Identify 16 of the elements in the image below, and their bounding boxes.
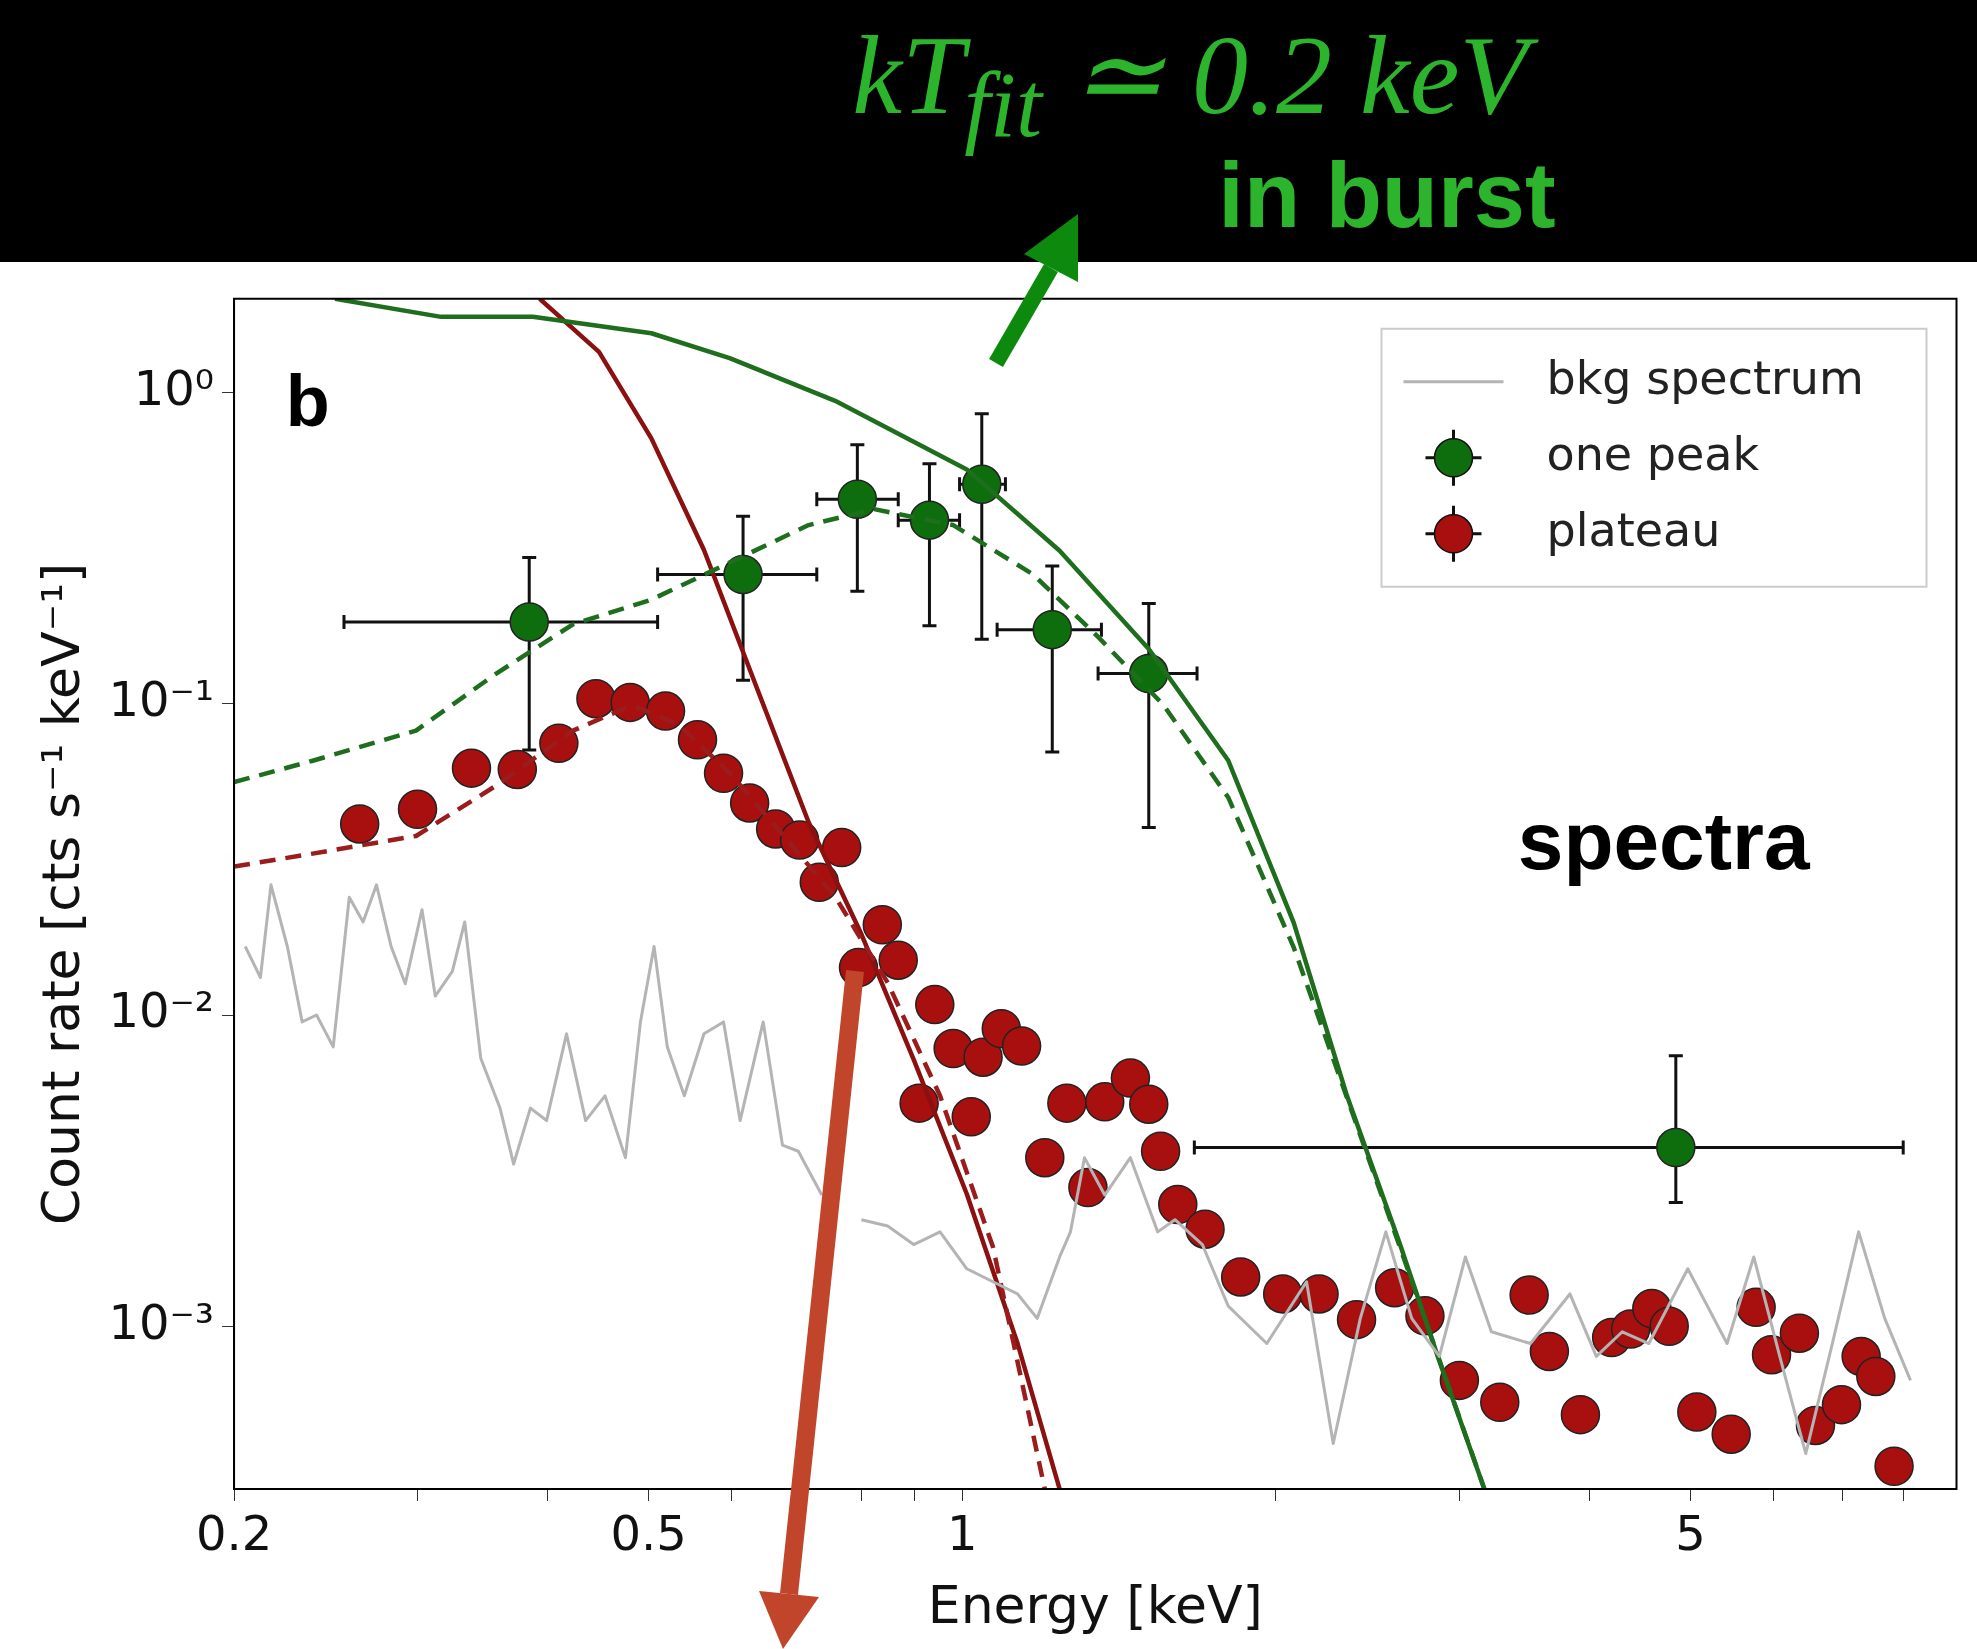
annotation: spectra	[1517, 794, 1811, 886]
x-tick-label: 1	[947, 1505, 978, 1562]
y-tick-label: 10⁻¹	[108, 671, 215, 728]
x-tick-label: 0.5	[610, 1505, 687, 1562]
x-axis-title: Energy [keV]	[927, 1575, 1263, 1636]
legend-label: plateau	[1546, 502, 1721, 557]
x-tick-label: 0.2	[195, 1505, 273, 1562]
y-axis-title: Count rate [cts s⁻¹ keV⁻¹]	[30, 562, 91, 1226]
y-tick-label: 10⁻³	[108, 1293, 215, 1350]
legend-label: bkg spectrum	[1546, 350, 1864, 405]
legend-label: one peak	[1546, 426, 1760, 481]
y-tick-label: 10⁰	[133, 359, 215, 416]
chart-subtitle: in burst	[1217, 143, 1557, 248]
y-tick-label: 10⁻²	[108, 982, 215, 1039]
annotation: b	[285, 360, 330, 441]
x-tick-label: 5	[1675, 1505, 1706, 1562]
